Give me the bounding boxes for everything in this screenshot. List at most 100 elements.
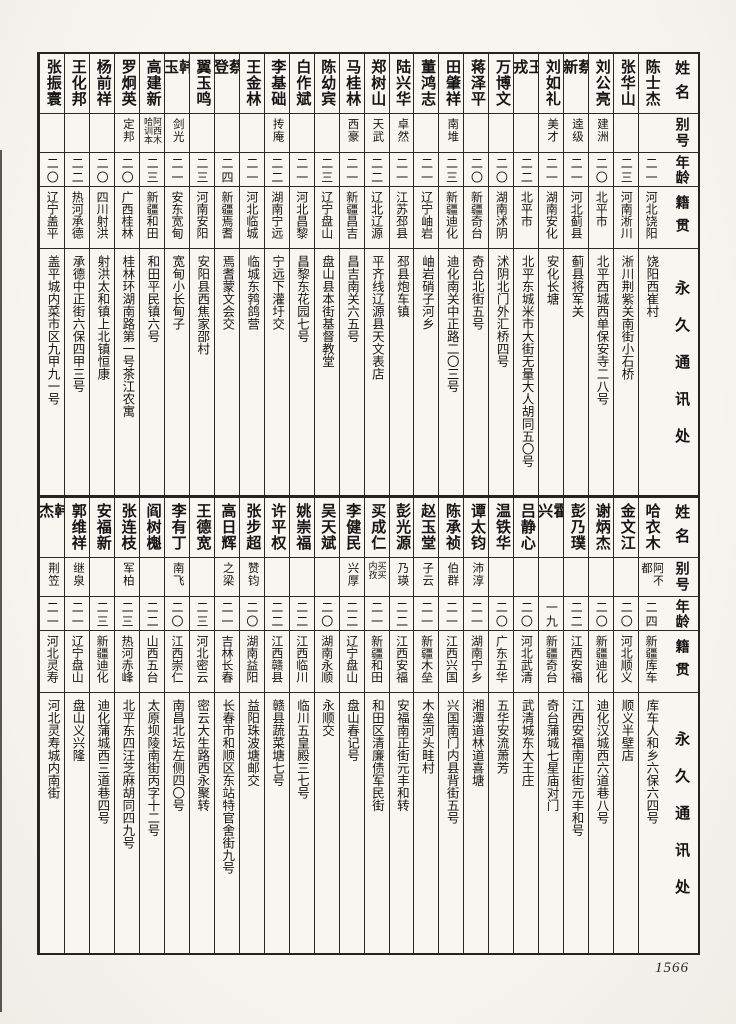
- entry-name: 李基础: [264, 54, 289, 114]
- entry-name-text: 谢炳杰: [593, 503, 610, 551]
- entry-origin-text: 北平市: [594, 191, 609, 227]
- entry-column: 杨前祥 二〇 四川射洪 射洪太和镇上北镇恒康: [89, 54, 115, 495]
- entry-origin: 新疆和田: [139, 187, 164, 249]
- entry-age: 二二: [514, 153, 539, 187]
- entry-column: 买成仁 买买 内孜 二一 新疆和田 和田区清廉债军民街: [363, 498, 389, 953]
- entry-age: 二三: [189, 153, 214, 187]
- entry-age: 二一: [339, 153, 364, 187]
- entry-origin: 河南安阳: [189, 187, 214, 249]
- entry-origin: 新疆迪化: [589, 631, 614, 693]
- entry-address: 益阳珠波塘邮交: [240, 693, 264, 953]
- entry-address-text: 承德中正街六保四甲三号: [70, 255, 85, 393]
- entry-name-text: 郭维祥: [69, 503, 86, 551]
- entry-origin-text: 河北密云: [194, 635, 209, 683]
- entry-column: 蒋泽平 二〇 新疆奇台 奇台北街五号: [463, 54, 489, 495]
- entry-age-text: 二〇: [494, 601, 509, 629]
- entry-column: 哈衣木 阿不都 二四 新疆库车 库车人和乡六保六四号: [638, 498, 663, 953]
- entry-age-text: 二〇: [494, 157, 509, 185]
- entry-name-text: 李健民: [344, 503, 361, 551]
- entry-name-text: 王戎: [514, 59, 539, 88]
- entry-name-text: 陈承祯: [444, 503, 461, 551]
- entry-address-text: 北平东四汪芝麻胡同四九号: [120, 699, 135, 849]
- entry-address-text: 永顺交: [320, 699, 334, 737]
- page-number: 1566: [655, 960, 689, 976]
- column-header-age-text: 年龄: [673, 154, 689, 185]
- entry-age: 二〇: [40, 153, 65, 187]
- entry-origin-text: 湖南安化: [544, 191, 559, 239]
- entry-alias: [514, 558, 539, 597]
- entry-name-text: 蒋泽平: [469, 59, 485, 107]
- entry-alias-text: 荆笠: [47, 562, 59, 587]
- entry-address-text: 昌黎东花园七号: [295, 255, 310, 343]
- entry-name: 彭光源: [389, 498, 414, 558]
- entry-address-text: 和田平民镇六号: [145, 255, 160, 343]
- entry-age: 二二: [564, 597, 589, 631]
- entry-name-text: 金文江: [618, 503, 635, 551]
- entry-origin: 河北昌黎: [289, 187, 314, 249]
- entry-origin-text: 江西崇仁: [170, 635, 185, 683]
- entry-column: 田肇祥 南堆 二三 新疆迪化 迪化南关中正路二〇三号: [438, 54, 464, 495]
- column-header-name: 姓名: [663, 498, 698, 558]
- entry-name: 陈承祯: [439, 498, 464, 558]
- entry-address: 邳县炮车镇: [390, 249, 414, 495]
- entry-age: 二〇: [589, 153, 614, 187]
- entry-age-text: 二一: [419, 601, 434, 629]
- entry-origin-text: 新疆迪化: [594, 635, 609, 683]
- entry-age-text: 二〇: [120, 157, 135, 185]
- entry-alias: [289, 114, 314, 153]
- entry-name-text: 李有丁: [169, 503, 186, 551]
- entry-age-text: 二〇: [95, 157, 110, 185]
- entry-name: 彭乃璞: [564, 498, 589, 558]
- entry-address-text: 安福南正街元丰和转: [394, 699, 409, 812]
- entry-name-text: 许平权: [269, 503, 286, 551]
- entry-column: 阎树櫆 二二 山西五台 太原坝陵南街丙字十二号: [138, 498, 164, 953]
- entry-address-text: 临川五皇殿三七号: [295, 699, 310, 799]
- entry-address: 顺义半壁店: [614, 693, 638, 953]
- entry-alias: [214, 114, 239, 153]
- entry-column: 张华山 二三 河南淅川 淅川荆紫关南街小石桥: [613, 54, 639, 495]
- entry-alias: 天武: [364, 114, 389, 153]
- entry-address-text: 迪化南关中正路二〇三号: [444, 255, 459, 393]
- entry-origin-text: 湖南永顺: [319, 635, 334, 683]
- entry-name: 张振寰: [40, 54, 65, 114]
- entry-age: 二二: [289, 597, 314, 631]
- entry-alias-text: 沛淳: [471, 562, 484, 587]
- entry-name-text: 张步超: [244, 503, 261, 551]
- entry-address: 射洪太和镇上北镇恒康: [90, 249, 114, 495]
- entry-address: 盖平城内菜市区九甲九一号: [40, 249, 64, 495]
- entry-origin: 河北临城: [239, 187, 264, 249]
- entry-origin-text: 湖南宁远: [269, 191, 284, 239]
- entry-address-text: 焉耆蒙文会交: [220, 255, 235, 330]
- entry-alias: [189, 114, 214, 153]
- entry-column: 谢炳杰 二〇 新疆迪化 迪化汉城西六道巷八号: [588, 498, 614, 953]
- entry-alias: [414, 114, 439, 153]
- entry-name: 王德宽: [189, 498, 214, 558]
- entry-name-text: 刘公亮: [593, 59, 610, 107]
- entry-origin: 新疆迪化: [439, 187, 464, 249]
- entry-alias-text: 西豪: [346, 118, 359, 143]
- entry-column: 蔡新 逵级 二一 河北蓟县 蓟县将军关: [563, 54, 589, 495]
- entry-age: 二一: [65, 597, 90, 631]
- entry-alias-text: 建洲: [595, 118, 608, 143]
- entry-alias: 阿西木 哈训本: [139, 114, 164, 153]
- entry-origin: 新疆昌吉: [339, 187, 364, 249]
- entry-alias-text: 之梁: [221, 562, 234, 587]
- entry-address: 北平东城米市大街无量大人胡同五〇号: [514, 249, 538, 495]
- entry-address: 盘山县本街基督教堂: [315, 249, 339, 495]
- entry-age: 二〇: [314, 597, 339, 631]
- entry-address-text: 盘山春记号: [344, 699, 359, 762]
- entry-address: 宁远下灌圩交: [265, 249, 289, 495]
- entry-column: 王德宽 二三 河北密云 密云大生路西永聚转: [188, 498, 214, 953]
- entry-address-text: 和田区清廉债军民街: [369, 699, 384, 812]
- entry-address: 河北灵寿城内南街: [40, 693, 64, 953]
- entry-alias: 之梁: [214, 558, 239, 597]
- entry-name: 高建新: [139, 54, 164, 114]
- entry-column: 霍兴 一九 新疆奇台 奇台蒲城七星庙对门: [538, 498, 564, 953]
- entry-origin: 河南淅川: [614, 187, 639, 249]
- entry-origin-text: 吉林长春: [219, 635, 234, 683]
- entry-address: 太原坝陵南街丙字十二号: [140, 693, 164, 953]
- column-header-name-text: 姓名: [673, 503, 690, 552]
- entry-address-text: 桂林环湖南路第一号茶江农寓: [120, 255, 135, 418]
- entry-alias: 西豪: [339, 114, 364, 153]
- entry-name: 谢炳杰: [589, 498, 614, 558]
